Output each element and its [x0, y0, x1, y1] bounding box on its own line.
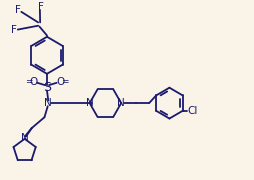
Text: N: N	[21, 133, 28, 143]
Text: O: O	[29, 76, 38, 87]
Text: O: O	[56, 76, 65, 87]
Text: F: F	[38, 2, 44, 12]
Text: Cl: Cl	[187, 106, 197, 116]
Text: F: F	[15, 5, 21, 15]
Text: S: S	[43, 81, 51, 94]
Text: =: =	[61, 77, 69, 86]
Text: F: F	[11, 25, 17, 35]
Text: N: N	[117, 98, 125, 108]
Text: =: =	[25, 77, 33, 86]
Text: N: N	[86, 98, 93, 108]
Text: N: N	[44, 98, 52, 108]
